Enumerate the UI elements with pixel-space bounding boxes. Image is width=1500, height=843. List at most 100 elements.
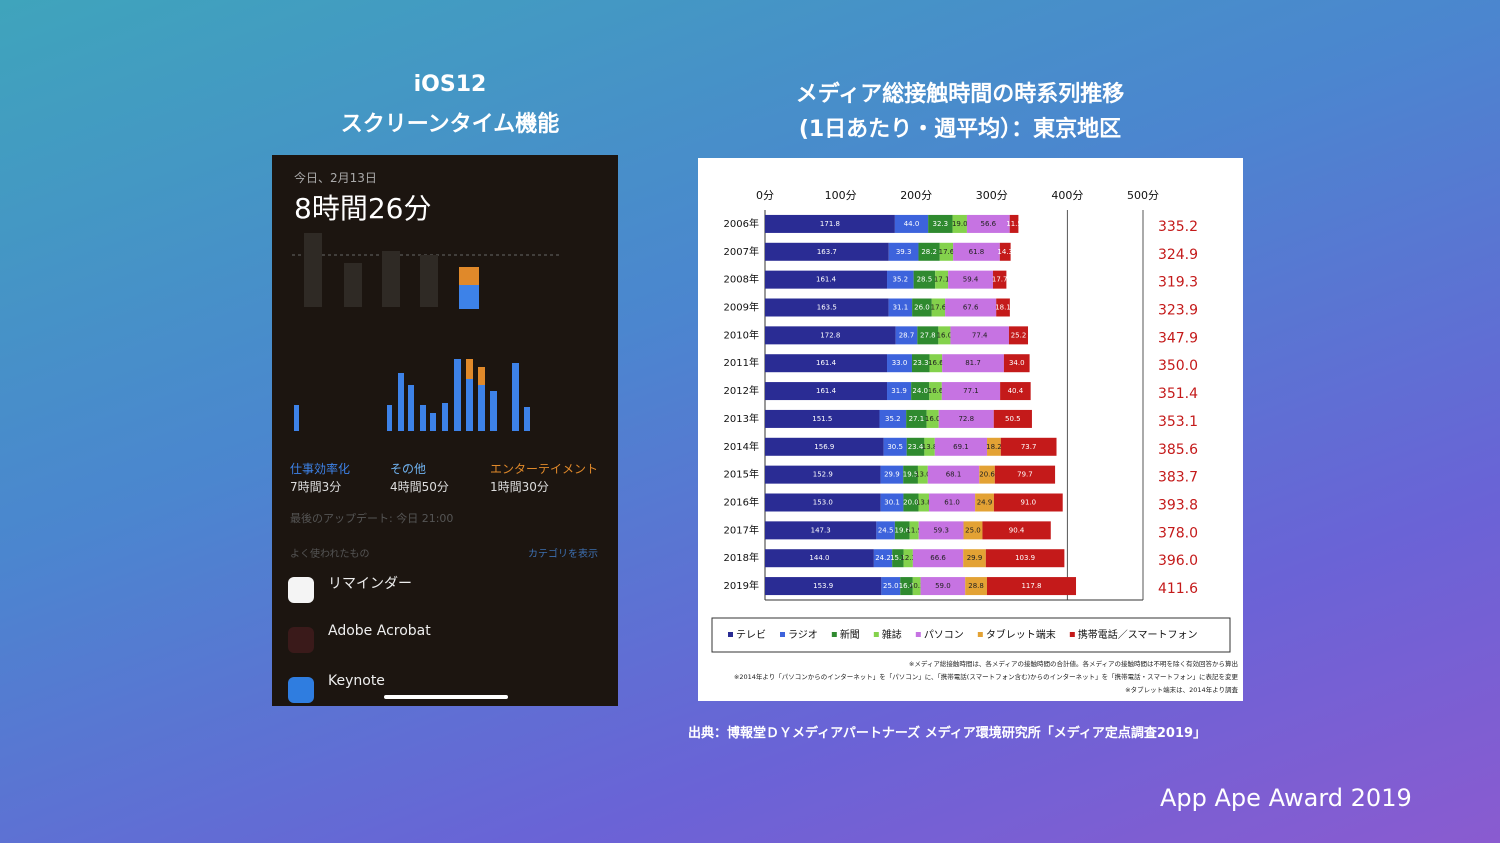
bar-value-label: 16.0 — [937, 331, 953, 339]
legend-label: パソコン — [924, 629, 964, 641]
bar-segment — [994, 465, 1056, 484]
updated: 最後のアップデート: 今日 21:00 — [290, 512, 454, 525]
bar-value-label: 61.8 — [969, 248, 985, 256]
bar-segment — [942, 354, 1004, 373]
bar-value-label: 11.5 — [1006, 220, 1022, 228]
today-bar — [459, 285, 479, 309]
total-label: 378.0 — [1158, 525, 1198, 541]
bar-value-label: 59.0 — [935, 582, 951, 590]
bar-segment — [888, 298, 913, 317]
total-label: 323.9 — [1158, 303, 1198, 319]
bar-value-label: 19.0 — [952, 220, 968, 228]
bar-segment — [912, 577, 921, 596]
bar-segment — [948, 270, 994, 289]
bar-segment — [1000, 437, 1057, 456]
legend-label: タブレット端末 — [986, 628, 1056, 641]
total-time: 8時間26分 — [294, 192, 432, 225]
legend-swatch — [915, 632, 921, 637]
bar-value-label: 68.1 — [946, 471, 962, 479]
left-subtitle: スクリーンタイム機能 — [340, 112, 560, 137]
bar-value-label: 28.8 — [968, 582, 984, 590]
bar-value-label: 90.4 — [1009, 526, 1025, 534]
bar-value-label: 33.0 — [892, 359, 908, 367]
bar-segment — [985, 549, 1065, 568]
bar-segment — [888, 242, 919, 261]
bar-segment — [917, 326, 939, 345]
bar-value-label: 31.9 — [891, 387, 907, 395]
bar-segment — [935, 270, 949, 289]
y-tick-label: 2018年 — [724, 551, 759, 564]
bar-value-label: 17.6 — [931, 304, 947, 312]
category-time: 1時間30分 — [490, 480, 549, 494]
legend-label: 新聞 — [840, 628, 860, 641]
bar-segment — [913, 270, 936, 289]
total-label: 383.7 — [1158, 470, 1198, 486]
bar-value-label: 10.3 — [909, 582, 925, 590]
bar-value-label: 153.0 — [813, 499, 833, 507]
bar-value-label: 19.6 — [894, 526, 910, 534]
bar-segment — [887, 270, 914, 289]
bar-segment — [993, 493, 1063, 512]
bar-value-label: 14.3 — [997, 248, 1013, 256]
legend-swatch — [873, 632, 879, 637]
bar-segment — [912, 549, 964, 568]
bar-segment — [765, 242, 889, 261]
bar-segment — [903, 549, 913, 568]
bar-value-label: 39.3 — [896, 248, 912, 256]
bar-segment — [887, 382, 912, 401]
bar-segment — [950, 326, 1009, 345]
category-time: 4時間50分 — [390, 480, 449, 494]
bar-value-label: 13.8 — [922, 443, 938, 451]
bar-segment — [926, 409, 939, 428]
bar-segment — [765, 409, 880, 428]
x-tick-label: 200分 — [900, 189, 932, 202]
bar-segment — [931, 298, 946, 317]
y-tick-label: 2016年 — [724, 496, 759, 509]
app-icon — [288, 677, 314, 703]
bar-value-label: 163.5 — [817, 304, 837, 312]
bar-value-label: 59.3 — [933, 526, 949, 534]
bar-value-label: 161.4 — [816, 359, 837, 367]
bar-segment — [765, 382, 888, 401]
bar-value-label: 16.6 — [928, 359, 944, 367]
app-name[interactable]: リマインダー — [328, 576, 412, 592]
total-label: 324.9 — [1158, 247, 1198, 263]
bar-segment — [880, 465, 904, 484]
bar-value-label: 13.0 — [915, 471, 931, 479]
legend-swatch — [831, 632, 837, 637]
today-bar — [459, 267, 479, 285]
x-tick-label: 300分 — [976, 189, 1008, 202]
bar-value-label: 34.0 — [1009, 359, 1025, 367]
bar-value-label: 17.6 — [939, 248, 955, 256]
y-tick-label: 2009年 — [724, 301, 759, 314]
bar-segment — [938, 326, 951, 345]
home-indicator — [384, 695, 508, 699]
bar-value-label: 16.0 — [925, 415, 941, 423]
bar-value-label: 23.4 — [908, 443, 924, 451]
category: エンターテイメント — [490, 462, 599, 476]
bar-value-label: 25.2 — [1011, 331, 1027, 339]
category: 仕事効率化 — [290, 462, 351, 476]
x-tick-label: 0分 — [756, 189, 774, 202]
bar-value-label: 44.0 — [904, 220, 920, 228]
bar-value-label: 25.0 — [965, 526, 981, 534]
usage-bars — [292, 233, 562, 431]
logo: App Ape Award 2019 — [1160, 784, 1412, 812]
show-categories[interactable]: カテゴリを表示 — [528, 549, 598, 560]
bar-value-label: 29.9 — [884, 471, 900, 479]
app-name[interactable]: Keynote — [328, 673, 385, 689]
bar-segment — [906, 409, 927, 428]
bar-value-label: 163.7 — [817, 248, 837, 256]
bar-segment — [929, 382, 942, 401]
bar-value-label: 77.4 — [972, 331, 988, 339]
total-label: 351.4 — [1158, 386, 1198, 402]
total-label: 319.3 — [1158, 275, 1198, 291]
app-name[interactable]: Adobe Acrobat — [328, 623, 431, 639]
bar-segment — [887, 354, 912, 373]
bar-segment — [934, 437, 988, 456]
bar-segment — [928, 214, 953, 233]
bar-value-label: 28.7 — [899, 331, 915, 339]
bar-segment — [903, 493, 919, 512]
bar-segment — [1003, 354, 1030, 373]
